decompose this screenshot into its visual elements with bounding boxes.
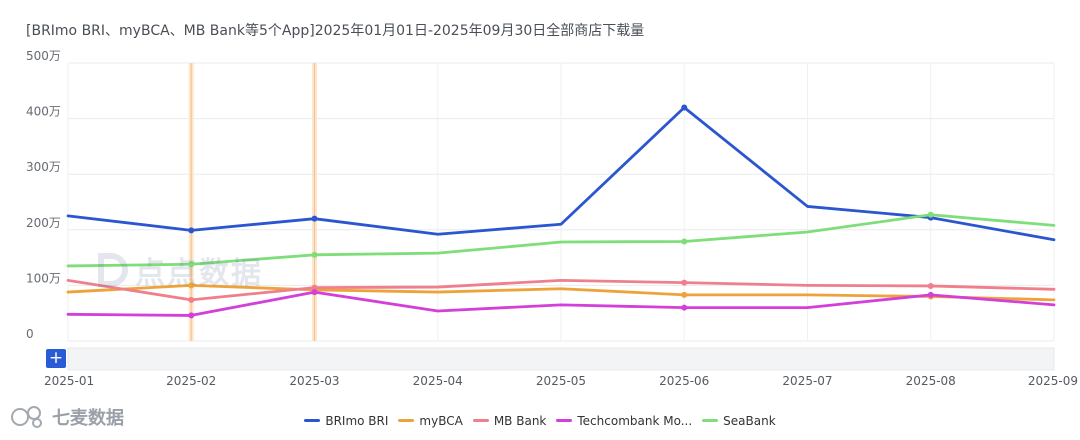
legend-label-3: Techcombank Mo... — [577, 413, 693, 428]
data-point-2-7 — [927, 282, 934, 289]
watermark: 点点数据 — [95, 248, 263, 292]
series-line-1 — [66, 283, 1056, 302]
x-tick-label-0: 2025-01 — [44, 374, 94, 388]
y-tick-label-5: 500万 — [26, 49, 61, 63]
series-line-3 — [66, 290, 1056, 317]
legend-item-4[interactable]: SeaBank — [702, 414, 776, 428]
series-group — [66, 104, 1056, 319]
navigator-track — [67, 347, 1055, 371]
footer-brand-text: 七麦数据 — [52, 408, 124, 429]
legend-item-0[interactable]: BRImo BRI — [304, 414, 388, 428]
zoom-in-button[interactable]: + — [46, 349, 66, 368]
watermark-text: 点点数据 — [135, 256, 263, 291]
x-tick-label-4: 2025-05 — [536, 374, 586, 388]
brand-logo-icon — [11, 406, 42, 428]
data-point-0-1 — [188, 227, 195, 234]
data-point-3-2 — [311, 289, 318, 296]
legend-swatch-2 — [472, 419, 489, 422]
series-line-2 — [66, 278, 1056, 302]
data-point-4-1 — [188, 261, 195, 268]
x-tick-label-6: 2025-07 — [782, 374, 832, 388]
x-axis-ticks: 2025-01 2025-02 2025-03 2025-04 2025-05 2025-… — [44, 374, 1078, 388]
legend-swatch-1 — [398, 419, 415, 422]
watermark-logo-icon — [98, 253, 128, 287]
y-tick-label-2: 200万 — [26, 216, 61, 230]
data-point-3-1 — [188, 312, 195, 319]
data-point-4-5 — [681, 238, 688, 245]
range-navigator[interactable] — [67, 347, 1055, 371]
data-point-2-5 — [681, 279, 688, 286]
data-point-4-7 — [927, 211, 934, 218]
x-tick-label-5: 2025-06 — [659, 374, 709, 388]
data-point-4-2 — [311, 251, 318, 258]
legend-label-4: SeaBank — [723, 413, 776, 428]
grid-lines — [67, 62, 1055, 342]
legend-label-1: myBCA — [419, 413, 463, 428]
y-axis-ticks: 0 100万 200万 300万 400万 500万 — [26, 49, 61, 341]
series-line-4 — [66, 213, 1056, 268]
legend-swatch-3 — [556, 419, 573, 422]
legend-item-1[interactable]: myBCA — [398, 413, 463, 428]
y-tick-label-0: 0 — [26, 327, 34, 341]
x-tick-label-8: 2025-09 — [1028, 374, 1078, 388]
data-point-1-1 — [188, 282, 195, 289]
y-tick-label-3: 300万 — [26, 160, 61, 174]
chart-title: [BRImo BRI、myBCA、MB Bank等5个App]2025年01月0… — [26, 23, 645, 39]
legend-swatch-0 — [304, 419, 321, 422]
data-point-0-2 — [311, 215, 318, 222]
legend-label-0: BRImo BRI — [325, 413, 389, 428]
legend-label-2: MB Bank — [493, 413, 547, 428]
data-point-3-7 — [927, 291, 934, 298]
chart-legend[interactable]: BRImo BRI myBCA MB Bank Techcombank Mo... Se… — [0, 411, 1080, 428]
x-tick-label-1: 2025-02 — [166, 374, 216, 388]
data-point-1-5 — [681, 291, 688, 298]
data-point-2-2 — [311, 284, 318, 291]
legend-swatch-4 — [702, 419, 719, 422]
data-point-0-5 — [681, 104, 688, 111]
y-tick-label-1: 100万 — [26, 271, 61, 285]
x-tick-label-3: 2025-04 — [413, 374, 463, 388]
data-point-2-1 — [188, 296, 195, 303]
y-tick-label-4: 400万 — [26, 105, 61, 119]
series-line-0 — [66, 106, 1056, 242]
x-tick-label-2: 2025-03 — [289, 374, 339, 388]
footer-brand: 七麦数据 — [10, 404, 124, 430]
legend-item-3[interactable]: Techcombank Mo... — [556, 414, 692, 428]
x-tick-label-7: 2025-08 — [906, 374, 956, 388]
legend-item-2[interactable]: MB Bank — [472, 413, 547, 428]
data-point-3-5 — [681, 304, 688, 311]
